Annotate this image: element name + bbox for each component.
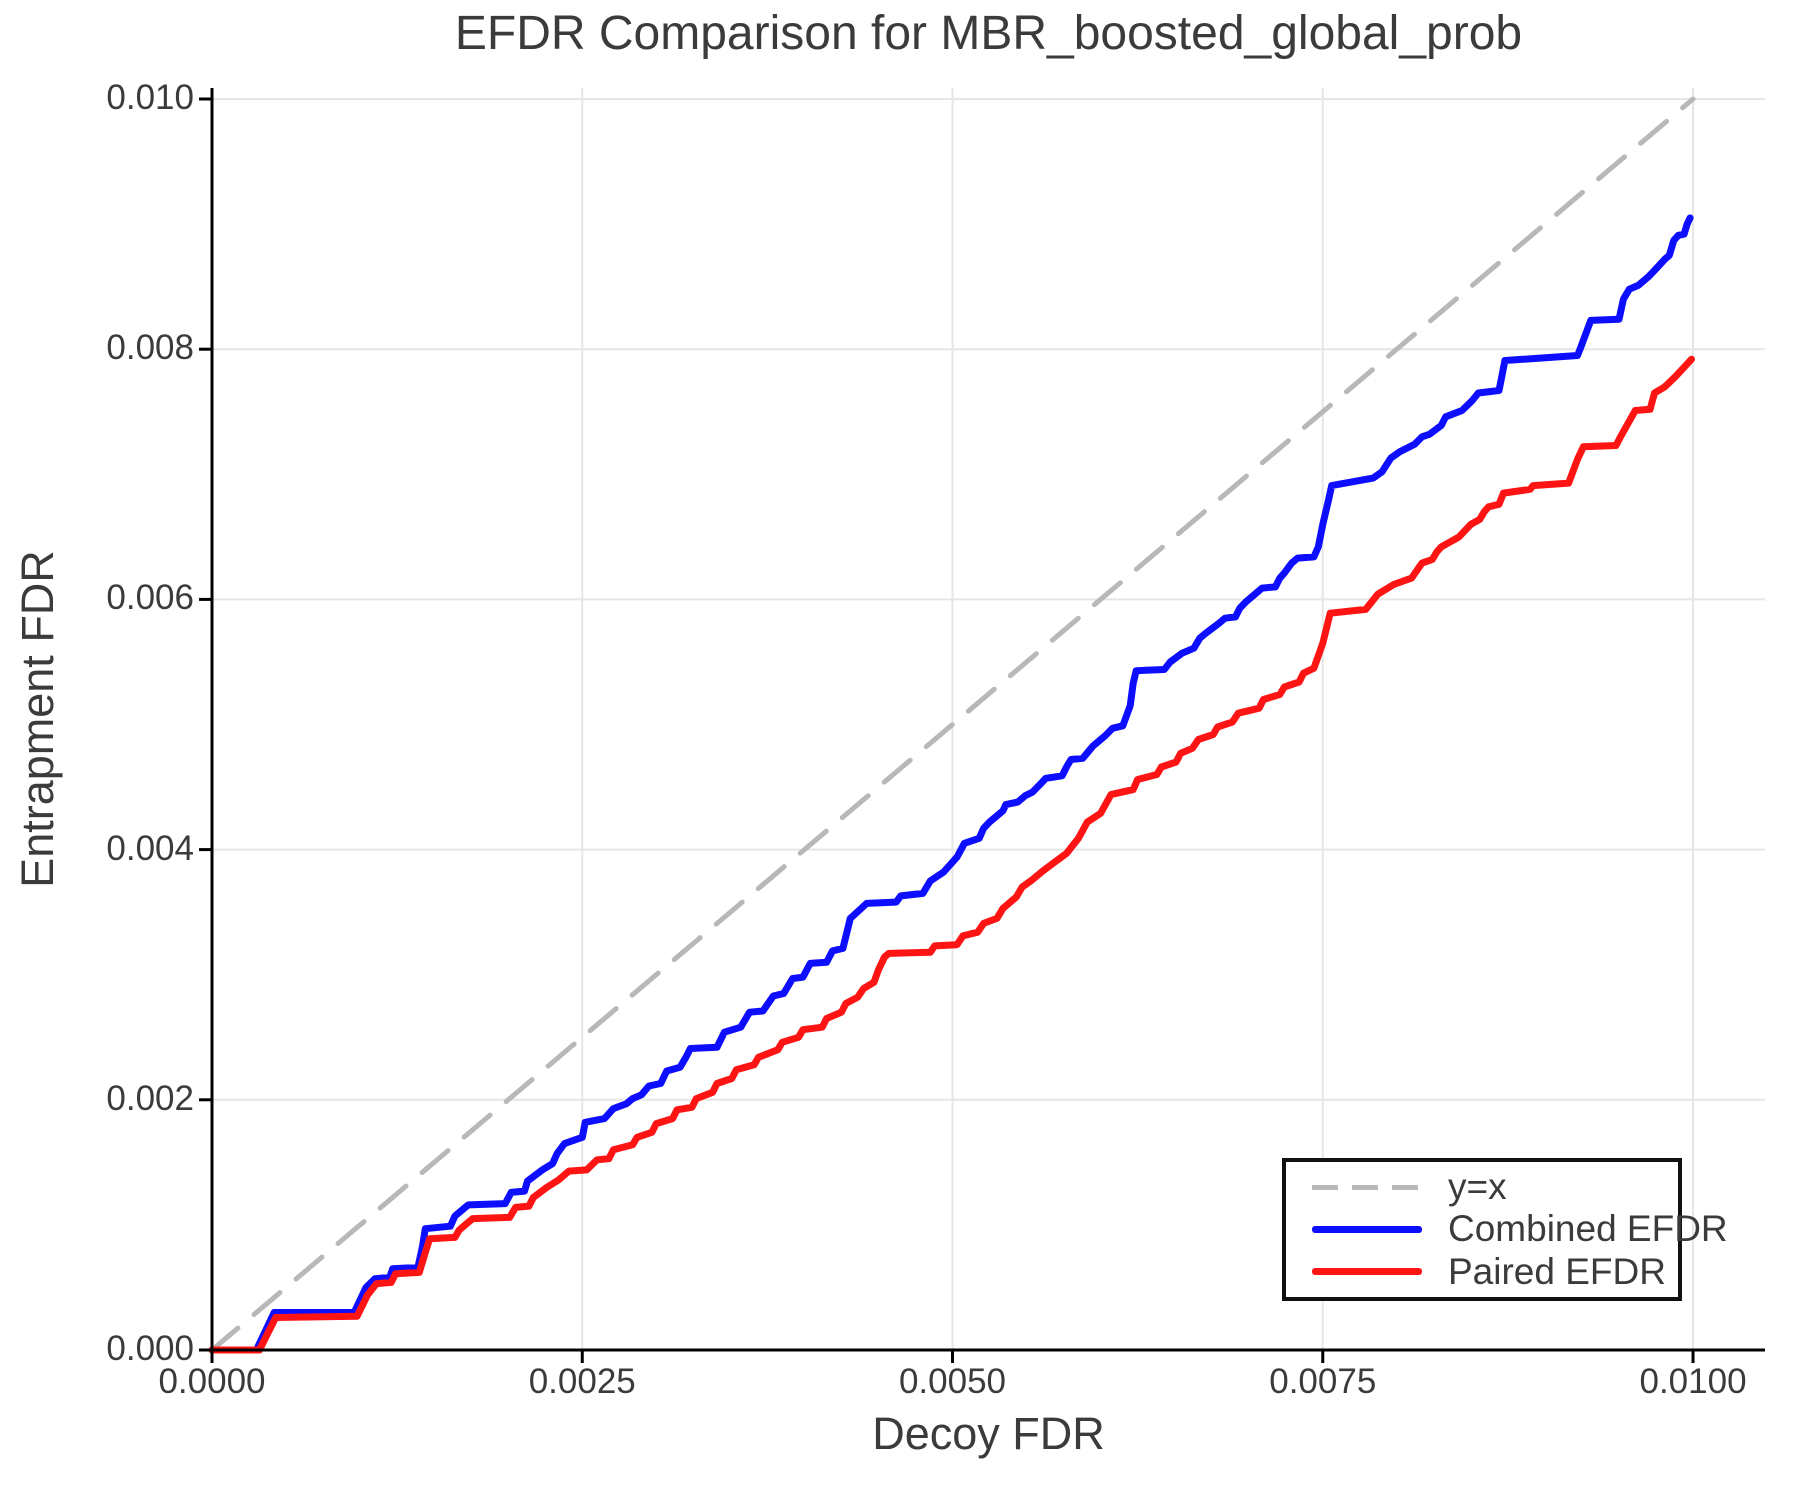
y-tick-label: 0.006 [106, 578, 194, 618]
legend-label: Combined EFDR [1448, 1208, 1728, 1250]
series-line-0 [209, 96, 1696, 1353]
series-line-1 [208, 214, 1694, 1354]
x-tick-label: 0.0050 [898, 1362, 1007, 1401]
x-tick-label: 0.0000 [158, 1362, 266, 1401]
y-tick-label: 0.000 [106, 1329, 194, 1368]
legend-item-identity: y=x [1312, 1166, 1678, 1208]
legend-item-paired-efdr: Paired EFDR [1312, 1251, 1678, 1293]
dashed-line-sample-icon [1312, 1184, 1422, 1190]
y-tick-label: 0.004 [106, 828, 194, 868]
legend: y=x Combined EFDR Paired EFDR [1282, 1158, 1728, 1301]
legend-item-combined-efdr: Combined EFDR [1312, 1208, 1728, 1250]
y-tick-label: 0.002 [106, 1078, 194, 1118]
y-tick-label: 0.010 [106, 78, 194, 117]
x-tick-label: 0.0075 [1269, 1362, 1377, 1401]
x-tick-label: 0.0100 [1639, 1362, 1747, 1401]
blue-line-sample-icon [1312, 1225, 1422, 1233]
series-line-2 [208, 355, 1695, 1354]
legend-label: Paired EFDR [1448, 1250, 1666, 1292]
red-line-sample-icon [1312, 1268, 1422, 1276]
x-tick-label: 0.0025 [528, 1362, 636, 1401]
chart-title: EFDR Comparison for MBR_boosted_global_p… [454, 7, 1523, 60]
x-axis-label: Decoy FDR [872, 1408, 1105, 1459]
legend-label: y=x [1448, 1166, 1507, 1208]
y-tick-label: 0.008 [106, 328, 194, 368]
